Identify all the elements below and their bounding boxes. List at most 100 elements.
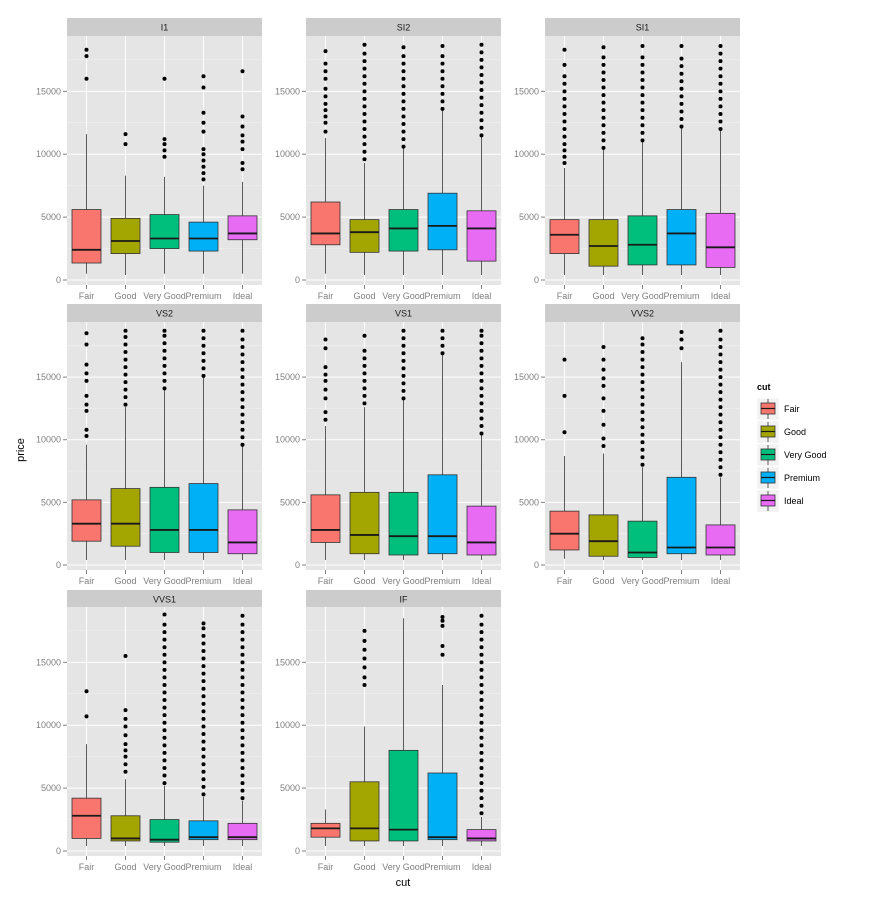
box-iqr	[349, 219, 380, 253]
box-iqr	[466, 829, 497, 842]
outlier-point	[440, 99, 445, 104]
box-iqr	[627, 215, 658, 266]
x-tick-label: Fair	[318, 862, 334, 872]
outlier-point	[362, 74, 367, 79]
x-tick-label: Ideal	[233, 576, 253, 586]
box-iqr	[549, 219, 580, 254]
outlier-point	[123, 387, 128, 392]
outlier-point	[679, 101, 684, 106]
outlier-point	[240, 675, 245, 680]
outlier-point	[401, 91, 406, 96]
outlier-point	[718, 367, 723, 372]
x-tick-label: Good	[592, 576, 614, 586]
outlier-point	[240, 735, 245, 740]
outlier-point	[601, 130, 606, 135]
outlier-point	[479, 675, 484, 680]
outlier-point	[401, 328, 406, 333]
legend-label: Premium	[784, 473, 820, 483]
x-tick-label: Good	[353, 291, 375, 301]
outlier-point	[240, 788, 245, 793]
outlier-point	[718, 472, 723, 477]
outlier-point	[479, 118, 484, 123]
facet-panel-VS2: VS2 0 5000 10000 15000 Fair Good Very Good Premi…	[36, 304, 262, 586]
outlier-point	[640, 77, 645, 82]
outlier-point	[601, 123, 606, 128]
outlier-point	[601, 77, 606, 82]
x-tick-label: Good	[353, 862, 375, 872]
box-iqr	[588, 219, 619, 267]
outlier-point	[123, 142, 128, 147]
outlier-point	[123, 748, 128, 753]
y-tick-label: 5000	[519, 212, 539, 222]
outlier-point	[162, 348, 167, 353]
x-tick-label: Fair	[557, 291, 573, 301]
y-tick-label: 0	[534, 275, 539, 285]
x-tick-label: Very Good	[621, 576, 664, 586]
outlier-point	[240, 796, 245, 801]
outlier-point	[718, 360, 723, 365]
outlier-point	[440, 336, 445, 341]
outlier-point	[718, 96, 723, 101]
x-tick-label: Premium	[185, 291, 221, 301]
outlier-point	[84, 342, 89, 347]
outlier-point	[162, 682, 167, 687]
outlier-point	[84, 433, 89, 438]
outlier-point	[362, 96, 367, 101]
outlier-point	[240, 69, 245, 74]
outlier-point	[362, 51, 367, 56]
outlier-point	[479, 713, 484, 718]
x-tick-label: Ideal	[711, 576, 731, 586]
outlier-point	[401, 122, 406, 127]
outlier-point	[162, 690, 167, 695]
box-very-good	[388, 618, 419, 846]
outlier-point	[362, 628, 367, 633]
outlier-point	[201, 732, 206, 737]
outlier-point	[201, 626, 206, 631]
outlier-point	[123, 716, 128, 721]
box-good	[588, 45, 619, 275]
outlier-point	[718, 457, 723, 462]
outlier-point	[562, 119, 567, 124]
x-tick-label: Very Good	[621, 291, 664, 301]
outlier-point	[162, 750, 167, 755]
legend-item-ideal: Ideal	[756, 489, 804, 513]
legend-item-good: Good	[756, 420, 806, 444]
facet-panel-VVS1: VVS1 0 5000 10000 15000 Fair Good Very Good Prem…	[36, 590, 262, 872]
outlier-point	[162, 735, 167, 740]
box-fair	[310, 809, 341, 846]
outlier-point	[162, 622, 167, 627]
x-tick-label: Premium	[663, 291, 699, 301]
outlier-point	[479, 431, 484, 436]
facet-strip	[67, 590, 262, 608]
box-iqr	[427, 192, 458, 251]
outlier-point	[162, 705, 167, 710]
box-very-good	[627, 336, 658, 560]
outlier-point	[123, 350, 128, 355]
box-ideal	[705, 44, 736, 275]
box-very-good	[627, 44, 658, 275]
x-tick-label: Ideal	[233, 291, 253, 301]
outlier-point	[640, 130, 645, 135]
outlier-point	[640, 44, 645, 49]
outlier-point	[201, 648, 206, 653]
outlier-point	[123, 395, 128, 400]
facet-panel-VS1: VS1 0 5000 10000 15000 Fair Good Very Good Premi…	[275, 304, 501, 586]
y-tick-label: 5000	[41, 497, 61, 507]
outlier-point	[362, 393, 367, 398]
outlier-point	[240, 690, 245, 695]
outlier-point	[640, 447, 645, 452]
facet-strip	[306, 18, 501, 36]
outlier-point	[162, 743, 167, 748]
outlier-point	[479, 378, 484, 383]
outlier-point	[601, 436, 606, 441]
box-ideal	[227, 613, 258, 846]
facet-strip	[306, 590, 501, 608]
outlier-point	[401, 84, 406, 89]
outlier-point	[479, 803, 484, 808]
outlier-point	[479, 42, 484, 47]
outlier-point	[84, 393, 89, 398]
outlier-point	[479, 133, 484, 138]
outlier-point	[362, 665, 367, 670]
outlier-point	[84, 427, 89, 432]
